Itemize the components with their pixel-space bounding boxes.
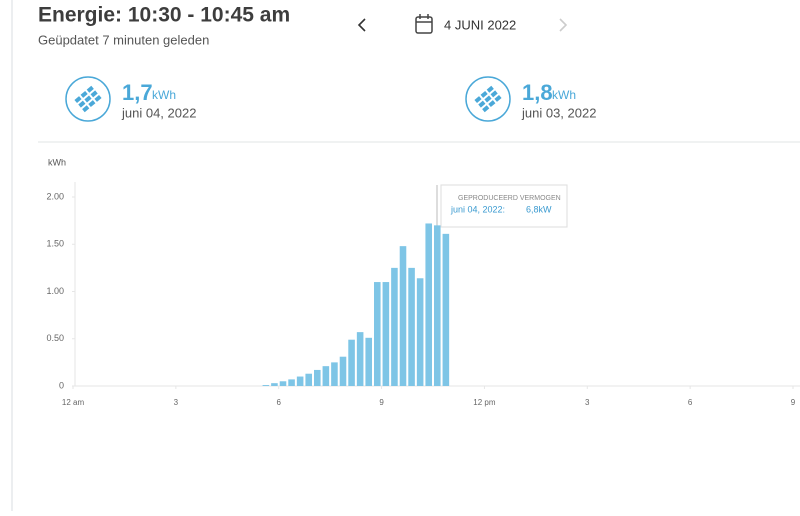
bar: [305, 373, 312, 386]
next-day[interactable]: [559, 18, 568, 32]
bar: [288, 379, 295, 386]
tooltip-title: GEPRODUCEERD VERMOGEN: [458, 195, 561, 202]
calendar-icon[interactable]: [415, 14, 433, 34]
y-axis-label: kWh: [48, 157, 66, 167]
x-tick-label: 9: [791, 398, 796, 407]
card-unit: kWh: [152, 88, 176, 102]
bar: [399, 246, 407, 386]
card-value: 1,8: [522, 80, 553, 105]
card-unit: kWh: [552, 88, 576, 102]
bar: [279, 381, 287, 386]
x-tick-label: 12 pm: [473, 398, 496, 407]
prev-day[interactable]: [357, 18, 366, 32]
bar: [425, 223, 432, 386]
bar: [331, 362, 338, 386]
bar: [348, 339, 355, 386]
card-value: 1,7: [122, 80, 153, 105]
tooltip-label: juni 04, 2022:: [450, 204, 505, 214]
bar: [314, 369, 321, 386]
bar: [262, 385, 270, 386]
bar: [322, 366, 330, 386]
bar: [356, 332, 364, 386]
y-tick-label: 1.50: [46, 239, 64, 249]
x-tick-label: 6: [276, 398, 281, 407]
tooltip-value: 6,8kW: [526, 204, 552, 214]
bar: [374, 282, 381, 386]
x-tick-label: 9: [379, 398, 384, 407]
x-tick-label: 3: [585, 398, 590, 407]
updated-note: Geüpdatet 7 minuten geleden: [38, 32, 209, 47]
card-icon: [465, 76, 511, 122]
bar: [271, 383, 278, 386]
bar: [416, 278, 424, 386]
card-icon: [65, 76, 111, 122]
x-tick-label: 12 am: [62, 398, 85, 407]
bar: [391, 267, 398, 386]
card-date: juni 04, 2022: [121, 105, 196, 120]
tooltip: GEPRODUCEERD VERMOGEN juni 04, 2022: 6,8…: [440, 184, 568, 228]
page-title: Energie: 10:30 - 10:45 am: [38, 4, 290, 27]
y-tick-label: 0.50: [46, 333, 64, 343]
bar: [296, 376, 304, 386]
y-tick-label: 2.00: [46, 191, 64, 201]
bar: [339, 356, 347, 386]
bar: [382, 282, 390, 386]
x-tick-label: 3: [174, 398, 179, 407]
y-tick-label: 1.00: [46, 286, 64, 296]
card-date: juni 03, 2022: [521, 105, 596, 120]
y-tick-label: 0: [59, 380, 64, 390]
x-tick-label: 6: [688, 398, 693, 407]
date-label[interactable]: 4 JUNI 2022: [444, 17, 516, 32]
bar: [442, 233, 450, 386]
bar: [365, 337, 372, 386]
bar: [408, 267, 415, 386]
bar: [434, 225, 441, 386]
